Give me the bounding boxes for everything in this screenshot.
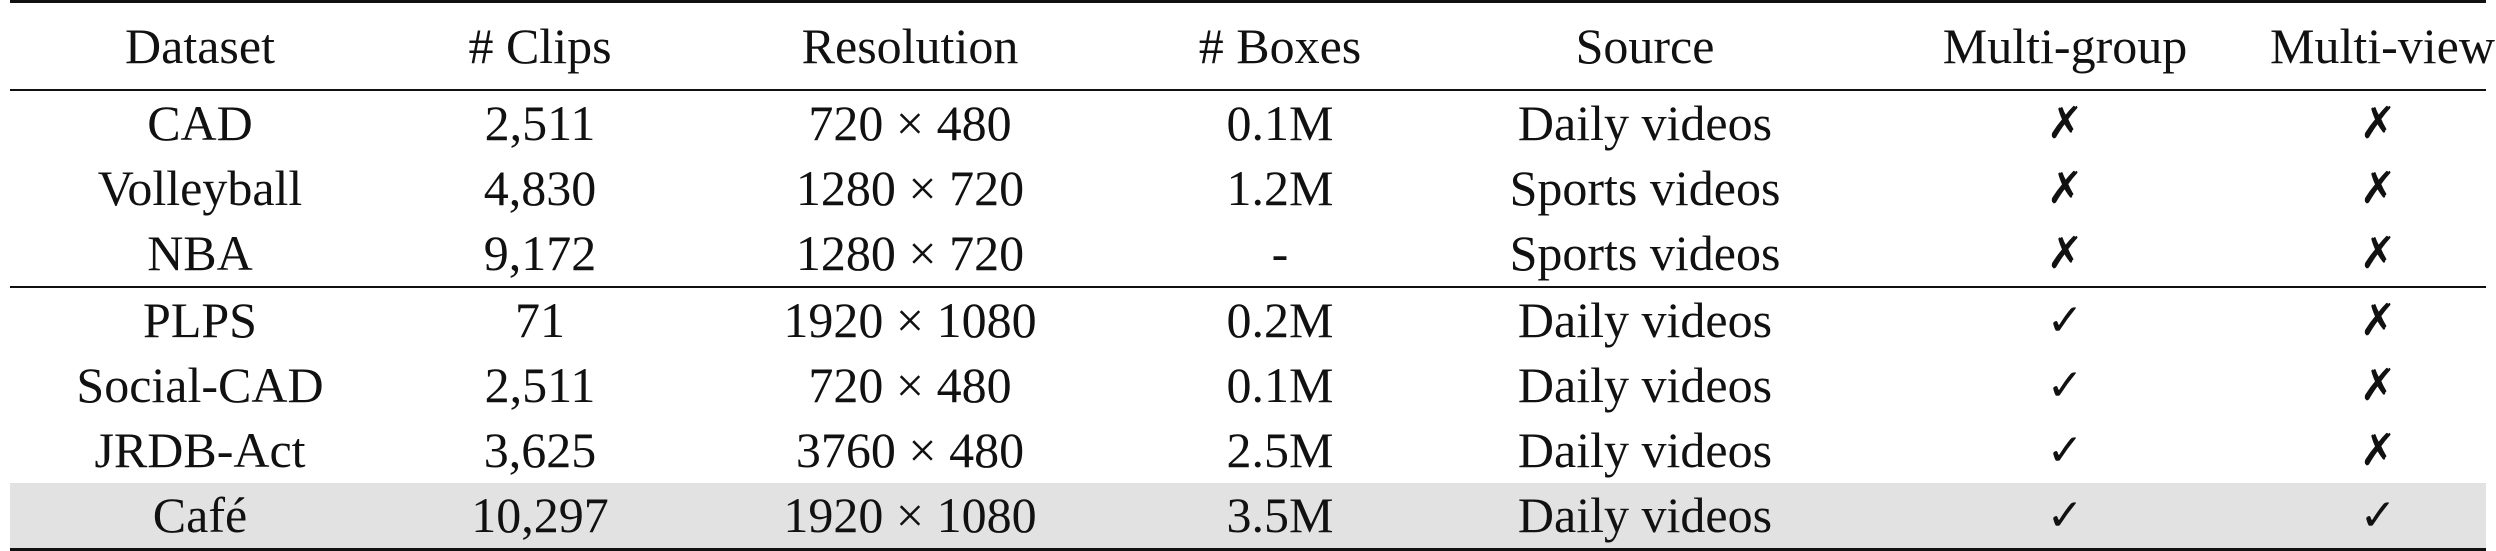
dataset-comparison-table-container: Dataset # Clips Resolution # Boxes Sourc… <box>10 0 2495 551</box>
cell-source: Daily videos <box>1517 357 1773 413</box>
header-resolution: Resolution <box>801 18 1019 74</box>
cell-boxes: - <box>1271 225 1289 281</box>
header-clips: # Clips <box>468 18 612 74</box>
cross-mark-icon: ✗ <box>2359 163 2397 214</box>
cell-resolution: 1920 × 1080 <box>783 292 1037 348</box>
header-multi-view: Multi-view <box>2270 18 2495 74</box>
cell-source: Sports videos <box>1509 225 1781 281</box>
dataset-comparison-table: Dataset # Clips Resolution # Boxes Sourc… <box>10 0 2495 551</box>
cell-boxes: 0.2M <box>1226 292 1334 348</box>
cell-dataset: NBA <box>147 225 253 281</box>
cell-boxes: 1.2M <box>1226 160 1334 216</box>
cross-mark-icon: ✗ <box>2359 425 2397 476</box>
table-row-highlighted: Café 10,297 1920 × 1080 3.5M Daily video… <box>10 483 2486 550</box>
cell-resolution: 720 × 480 <box>808 357 1012 413</box>
check-mark-icon: ✓ <box>2046 425 2084 476</box>
cell-source: Daily videos <box>1517 95 1773 151</box>
cell-dataset: Café <box>10 483 390 550</box>
check-mark-icon: ✓ <box>2046 295 2084 346</box>
cell-resolution: 1280 × 720 <box>795 225 1025 281</box>
cell-source: Daily videos <box>1430 483 1860 550</box>
cell-source: Daily videos <box>1517 292 1773 348</box>
cell-clips: 3,625 <box>483 422 597 478</box>
cell-clips: 2,511 <box>484 95 596 151</box>
cell-clips: 71 <box>515 292 565 348</box>
header-dataset: Dataset <box>125 18 275 74</box>
table-row: PLPS 71 1920 × 1080 0.2M Daily videos ✓ … <box>10 287 2486 353</box>
table-row: CAD 2,511 720 × 480 0.1M Daily videos ✗ … <box>10 90 2486 156</box>
cell-clips: 10,297 <box>390 483 690 550</box>
cell-boxes: 0.1M <box>1226 357 1334 413</box>
cell-source: Daily videos <box>1517 422 1773 478</box>
header-source: Source <box>1575 18 1715 74</box>
cell-dataset: Social-CAD <box>76 357 324 413</box>
cell-boxes: 3.5M <box>1130 483 1430 550</box>
cell-resolution: 720 × 480 <box>808 95 1012 151</box>
cell-clips: 2,511 <box>484 357 596 413</box>
cell-clips: 9,172 <box>483 225 597 281</box>
check-mark-icon: ✓ <box>2270 483 2486 550</box>
table-row: JRDB-Act 3,625 3760 × 480 2.5M Daily vid… <box>10 418 2486 483</box>
table-row: Social-CAD 2,511 720 × 480 0.1M Daily vi… <box>10 353 2486 418</box>
table-row: NBA 9,172 1280 × 720 - Sports videos ✗ ✗ <box>10 221 2486 287</box>
cross-mark-icon: ✗ <box>2359 228 2397 279</box>
header-boxes: # Boxes <box>1198 18 1362 74</box>
check-mark-icon: ✓ <box>1860 483 2270 550</box>
cell-resolution: 1920 × 1080 <box>690 483 1130 550</box>
cross-mark-icon: ✗ <box>2046 228 2084 279</box>
cell-boxes: 0.1M <box>1226 95 1334 151</box>
header-row: Dataset # Clips Resolution # Boxes Sourc… <box>10 1 2495 91</box>
cell-clips: 4,830 <box>483 160 597 216</box>
cell-dataset: JRDB-Act <box>94 422 306 478</box>
cross-mark-icon: ✗ <box>2046 163 2084 214</box>
cross-mark-icon: ✗ <box>2359 360 2397 411</box>
cell-dataset: CAD <box>147 95 253 151</box>
cell-boxes: 2.5M <box>1226 422 1334 478</box>
cell-source: Sports videos <box>1509 160 1781 216</box>
check-mark-icon: ✓ <box>2046 360 2084 411</box>
cell-resolution: 3760 × 480 <box>795 422 1025 478</box>
header-multi-group: Multi-group <box>1942 18 2188 74</box>
cell-dataset: PLPS <box>143 292 257 348</box>
cross-mark-icon: ✗ <box>2359 295 2397 346</box>
cell-resolution: 1280 × 720 <box>795 160 1025 216</box>
cell-dataset: Volleyball <box>97 160 303 216</box>
cross-mark-icon: ✗ <box>2359 98 2397 149</box>
cross-mark-icon: ✗ <box>2046 98 2084 149</box>
table-row: Volleyball 4,830 1280 × 720 1.2M Sports … <box>10 156 2486 221</box>
